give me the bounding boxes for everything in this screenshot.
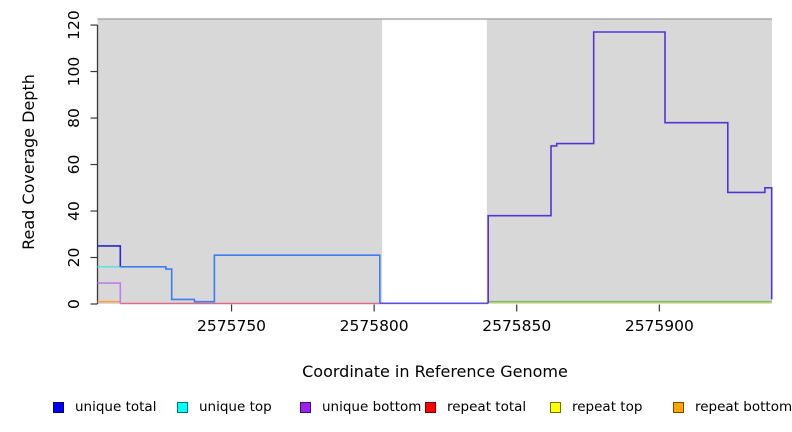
- legend-item-unique-total: unique total: [53, 398, 156, 416]
- coverage-line-unique-total: [97, 245, 122, 267]
- legend-label: unique bottom: [322, 399, 422, 415]
- legend-item-repeat-top: repeat top: [550, 398, 642, 416]
- legend-label: unique top: [199, 399, 272, 415]
- y-tick-label: 0: [65, 299, 83, 309]
- y-tick-label: 40: [65, 201, 83, 221]
- legend-item-unique-top: unique top: [177, 398, 272, 416]
- y-axis-title: Read Coverage Depth: [19, 74, 38, 250]
- coverage-line-unique-total: [487, 31, 773, 304]
- legend-item-repeat-bottom: repeat bottom: [673, 398, 792, 416]
- legend-label: repeat total: [447, 399, 527, 415]
- coverage-line-unique-bottom: [97, 282, 122, 304]
- shaded-region-left: [97, 19, 383, 304]
- coverage-line-unique-total: [120, 254, 381, 304]
- y-tick-label: 20: [65, 248, 83, 268]
- legend-swatch-repeat-bottom: [673, 401, 684, 413]
- y-tick-label: 60: [65, 155, 83, 175]
- legend-item-repeat-total: repeat total: [425, 398, 526, 416]
- x-tick-label: 2575850: [482, 317, 551, 335]
- y-tick-label: 80: [65, 108, 83, 128]
- legend-label: unique total: [75, 399, 157, 415]
- x-tick-label: 2575900: [625, 317, 694, 335]
- x-tick-label: 2575750: [197, 317, 266, 335]
- legend-label: repeat top: [572, 399, 643, 415]
- x-axis-title: Coordinate in Reference Genome: [302, 362, 568, 381]
- y-tick-label: 120: [65, 10, 83, 40]
- legend-label: repeat bottom: [695, 399, 792, 415]
- shaded-region-right: [486, 19, 772, 304]
- legend-swatch-unique-bottom: [300, 401, 311, 413]
- legend-swatch-unique-total: [53, 401, 64, 413]
- y-tick-label: 100: [65, 57, 83, 87]
- legend-swatch-repeat-top: [550, 401, 561, 413]
- legend-swatch-unique-top: [177, 401, 188, 413]
- legend: unique total unique top unique bottom re…: [0, 398, 792, 418]
- legend-swatch-repeat-total: [425, 401, 436, 413]
- x-tick-label: 2575800: [340, 317, 409, 335]
- legend-item-unique-bottom: unique bottom: [300, 398, 421, 416]
